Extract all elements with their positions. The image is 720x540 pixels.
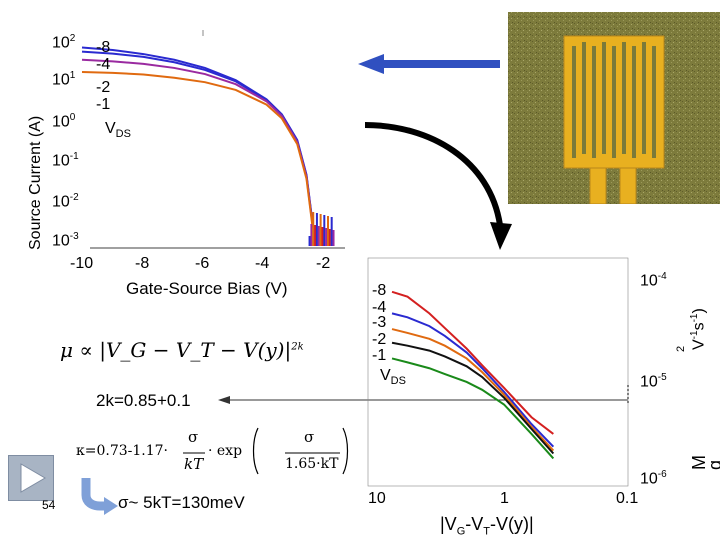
left-xtick-0: -10 [70,255,94,272]
left-xtick-3: -4 [255,255,270,272]
right-plot-series [391,290,555,460]
right-series-line-3 [391,341,555,455]
right-xlabel: |VG-VT-V(y)| [440,514,534,538]
thin-arrow-head [218,396,230,404]
frac1-numerator: σ [188,428,199,446]
device-photo [508,12,720,204]
left-xtick-1: -8 [135,255,150,272]
exp-word: · exp [208,443,243,459]
frac1-denominator: kT [184,455,204,473]
left-ylabel: Source Current (A) [27,115,44,250]
right-legend-1: -4 [372,299,387,316]
right-ytick-1: 10-5 [640,372,667,391]
black-arrow-head [490,222,512,250]
frac2-denominator: 1.65·kT [285,456,339,472]
right-ylabel-partial2: g [705,460,720,470]
left-series-line-2 [81,58,314,226]
left-ytick-2: 100 [52,112,76,131]
left-ytick-0: 102 [52,33,76,52]
left-ytick-3: 10-1 [52,151,79,170]
frac2-numerator: σ [304,428,315,446]
right-ylabel-unit: V-1s-1) [689,308,708,350]
play-icon [20,463,46,493]
right-legend-title: VDS [380,367,406,388]
kappa-open-paren [252,427,259,475]
left-xtick-4: -2 [316,255,331,272]
right-series-line-2 [391,328,555,452]
left-legend-3: -1 [96,96,111,113]
right-ytick-2: 10-6 [640,469,667,488]
left-xlabel: Gate-Source Bias (V) [126,279,288,298]
black-curved-arrow [364,122,503,226]
right-plot-frame [367,257,629,487]
right-legend-4: -1 [372,347,387,364]
left-ytick-1: 101 [52,70,76,89]
right-ytick-0: 10-4 [640,271,667,290]
right-legend-3: -2 [372,331,387,348]
blue-arrow-head [358,54,384,74]
kappa-lhs: κ=0.73-1.17· [76,443,169,459]
left-ytick-4: 10-2 [52,192,79,211]
left-legend-1: -4 [96,56,111,73]
left-xtick-2: -6 [195,255,210,272]
right-ylabel-exp: 2 [675,345,687,352]
left-plot-noise [308,212,335,246]
right-series-line-1 [391,312,555,448]
mobility-equation: μ ∝ |V_G − V_T − V(y)|2k [60,338,304,362]
left-ytick-5: 10-3 [52,231,79,250]
right-xtick-2: 0.1 [616,490,639,507]
sigma-result: σ~ 5kT=130meV [118,493,245,512]
right-legend-0: -8 [372,282,387,299]
right-legend-2: -3 [372,314,387,331]
right-xtick-1: 1 [500,490,509,507]
curved-nav-arrow [81,478,106,511]
left-legend-title: VDS [105,120,131,141]
nav-play-button[interactable] [8,455,54,501]
slide-number: 54 [42,498,56,512]
kappa-close-paren [342,427,349,475]
left-series-line-3 [81,71,314,228]
left-plot-series [81,46,314,228]
curved-nav-arrow-head [104,497,118,515]
fit-result: 2k=0.85+0.1 [96,391,191,410]
right-xtick-0: 10 [368,490,386,507]
right-series-line-4 [391,357,555,460]
right-series-line-0 [391,290,554,435]
left-legend-2: -2 [96,79,111,96]
left-legend-0: -8 [96,39,111,56]
